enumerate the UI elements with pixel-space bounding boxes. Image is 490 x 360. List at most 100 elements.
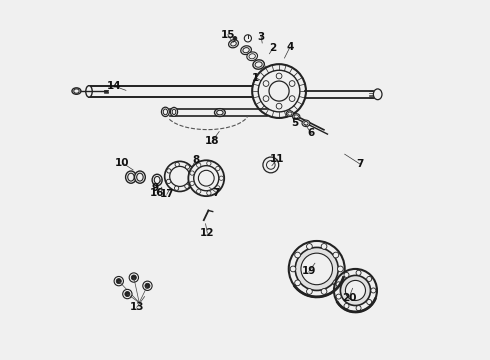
- Circle shape: [198, 170, 214, 186]
- Circle shape: [367, 300, 372, 305]
- Text: 7: 7: [356, 159, 364, 169]
- Circle shape: [245, 35, 251, 42]
- Circle shape: [216, 186, 220, 190]
- Ellipse shape: [241, 46, 251, 55]
- Circle shape: [116, 279, 122, 284]
- Ellipse shape: [286, 111, 294, 117]
- Ellipse shape: [302, 120, 310, 127]
- Circle shape: [170, 166, 190, 186]
- Text: 16: 16: [150, 188, 164, 198]
- Ellipse shape: [125, 171, 136, 183]
- Circle shape: [145, 283, 150, 288]
- Circle shape: [290, 266, 296, 272]
- Ellipse shape: [293, 114, 300, 120]
- Circle shape: [321, 289, 327, 294]
- Circle shape: [289, 81, 295, 86]
- Text: 14: 14: [107, 81, 122, 91]
- Circle shape: [125, 292, 130, 297]
- Circle shape: [341, 275, 370, 306]
- Text: 3: 3: [258, 32, 265, 41]
- Text: 12: 12: [200, 228, 215, 238]
- Ellipse shape: [229, 40, 239, 48]
- Circle shape: [307, 244, 312, 249]
- Text: 18: 18: [205, 136, 219, 146]
- Circle shape: [194, 166, 219, 191]
- Text: 6: 6: [308, 129, 315, 138]
- Circle shape: [307, 289, 312, 294]
- Text: 15: 15: [220, 30, 235, 40]
- Circle shape: [345, 280, 366, 301]
- Circle shape: [356, 270, 361, 275]
- Text: 17: 17: [160, 189, 174, 199]
- Circle shape: [356, 306, 361, 311]
- Circle shape: [289, 96, 295, 102]
- Circle shape: [334, 269, 377, 312]
- Text: 20: 20: [342, 293, 356, 303]
- Circle shape: [190, 171, 194, 175]
- Circle shape: [276, 73, 282, 79]
- Circle shape: [165, 161, 195, 192]
- Text: 19: 19: [302, 266, 316, 276]
- Circle shape: [207, 191, 211, 195]
- Circle shape: [185, 165, 190, 169]
- Circle shape: [114, 276, 123, 286]
- Circle shape: [219, 176, 223, 180]
- Circle shape: [276, 103, 282, 109]
- Circle shape: [263, 157, 279, 173]
- Text: 1: 1: [252, 73, 259, 83]
- Text: 8: 8: [192, 155, 199, 165]
- Circle shape: [122, 289, 132, 299]
- Text: 2: 2: [270, 43, 276, 53]
- Circle shape: [143, 281, 152, 291]
- Circle shape: [263, 81, 269, 86]
- Circle shape: [207, 161, 211, 166]
- Circle shape: [301, 253, 333, 285]
- Ellipse shape: [215, 109, 225, 117]
- Circle shape: [252, 64, 306, 118]
- Circle shape: [333, 252, 339, 258]
- Circle shape: [216, 166, 220, 171]
- Circle shape: [174, 186, 179, 190]
- Circle shape: [336, 294, 341, 299]
- Ellipse shape: [161, 107, 170, 117]
- Text: 7: 7: [213, 188, 220, 198]
- Ellipse shape: [135, 171, 146, 183]
- Ellipse shape: [152, 174, 162, 186]
- Circle shape: [129, 273, 139, 282]
- Circle shape: [185, 184, 189, 188]
- Circle shape: [167, 179, 171, 184]
- Circle shape: [338, 266, 343, 272]
- Text: 5: 5: [291, 118, 298, 128]
- Text: 11: 11: [270, 154, 285, 164]
- Text: 10: 10: [115, 158, 130, 168]
- Circle shape: [367, 276, 372, 282]
- Text: 13: 13: [129, 302, 144, 312]
- Circle shape: [333, 280, 339, 286]
- Circle shape: [294, 280, 300, 286]
- Circle shape: [190, 181, 194, 185]
- Ellipse shape: [171, 107, 177, 116]
- Circle shape: [344, 303, 349, 309]
- Circle shape: [371, 288, 376, 293]
- Circle shape: [131, 275, 136, 280]
- Ellipse shape: [247, 52, 258, 60]
- Circle shape: [258, 70, 300, 112]
- Text: 4: 4: [286, 42, 294, 52]
- Circle shape: [263, 96, 269, 102]
- Text: 9: 9: [152, 183, 159, 193]
- Circle shape: [190, 175, 194, 179]
- Circle shape: [294, 252, 300, 258]
- Circle shape: [269, 81, 289, 101]
- Ellipse shape: [373, 89, 382, 100]
- Circle shape: [336, 282, 341, 287]
- Circle shape: [190, 174, 194, 179]
- Circle shape: [295, 247, 338, 291]
- Ellipse shape: [86, 86, 92, 97]
- Circle shape: [196, 163, 201, 167]
- Circle shape: [196, 189, 201, 193]
- Circle shape: [344, 273, 349, 278]
- Circle shape: [233, 37, 237, 40]
- Ellipse shape: [253, 60, 264, 69]
- Circle shape: [188, 160, 224, 196]
- Circle shape: [175, 162, 179, 167]
